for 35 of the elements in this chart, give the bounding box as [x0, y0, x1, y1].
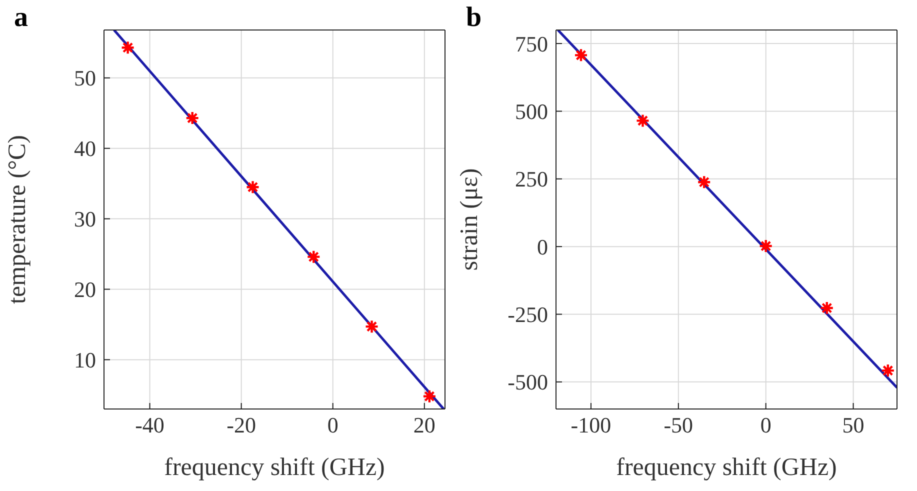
- y-tick-label: 750: [515, 31, 548, 56]
- x-tick-label: -50: [664, 412, 694, 438]
- point: [422, 389, 437, 404]
- y-tick-label: 500: [515, 99, 548, 124]
- chart-title: a: [14, 2, 28, 34]
- x-tick-label: -40: [135, 412, 164, 438]
- point: [574, 48, 588, 62]
- point: [120, 40, 135, 55]
- y-tick-label: 50: [74, 66, 96, 91]
- point: [636, 114, 650, 128]
- x-tick-label: 50: [842, 412, 864, 438]
- x-tick-label: -20: [226, 412, 256, 438]
- x-axis-title: frequency shift (GHz): [164, 454, 385, 481]
- point: [880, 363, 896, 378]
- point: [246, 180, 260, 194]
- y-tick-label: 40: [74, 136, 96, 162]
- point: [820, 300, 834, 316]
- point: [306, 250, 321, 264]
- x-tick-label: 20: [413, 412, 436, 438]
- y-tick-label: 20: [74, 277, 96, 302]
- point: [758, 238, 773, 254]
- x-axis-title: frequency shift (GHz): [616, 454, 837, 481]
- y-tick-label: -500: [508, 370, 548, 395]
- chart-title: b: [466, 2, 482, 34]
- x-tick-label: 0: [327, 412, 338, 438]
- y-tick-label: 30: [74, 206, 96, 232]
- y-tick-label: 250: [515, 166, 548, 192]
- x-tick-label: -100: [570, 412, 612, 438]
- point: [697, 175, 712, 190]
- point: [364, 319, 379, 334]
- y-tick-label: -250: [508, 302, 548, 328]
- x-tick-label: 0: [760, 412, 772, 438]
- point: [185, 110, 200, 126]
- y-tick-label: 0: [537, 234, 548, 260]
- y-tick-label: 10: [74, 348, 96, 372]
